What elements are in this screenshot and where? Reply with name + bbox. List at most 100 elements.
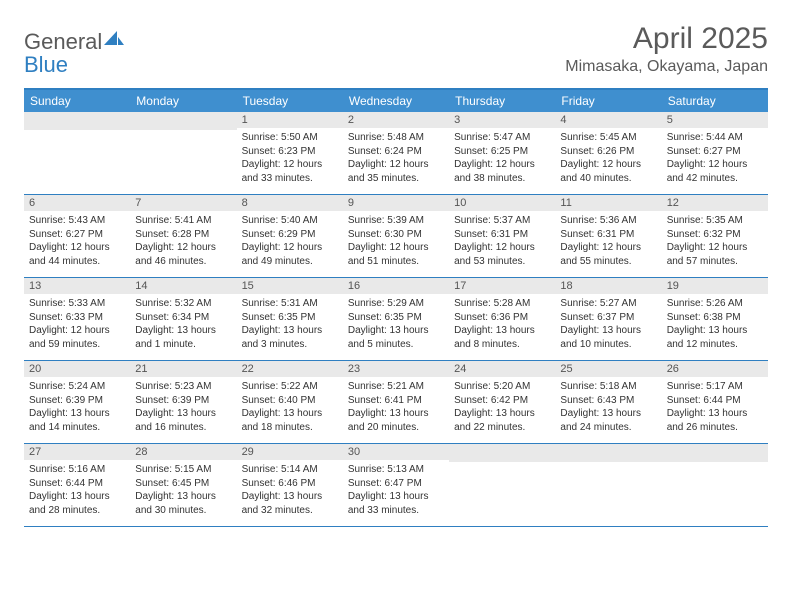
dayhead-mon: Monday <box>130 90 236 112</box>
header: General April 2025 Mimasaka, Okayama, Ja… <box>24 22 768 76</box>
day-body: Sunrise: 5:37 AMSunset: 6:31 PMDaylight:… <box>449 211 555 274</box>
day-body: Sunrise: 5:47 AMSunset: 6:25 PMDaylight:… <box>449 128 555 191</box>
day-cell: 16Sunrise: 5:29 AMSunset: 6:35 PMDayligh… <box>343 278 449 360</box>
daylight-text: Daylight: 12 hours and 57 minutes. <box>667 241 763 268</box>
day-number: 27 <box>24 444 130 460</box>
day-body: Sunrise: 5:21 AMSunset: 6:41 PMDaylight:… <box>343 377 449 440</box>
day-number: 29 <box>237 444 343 460</box>
day-cell: 14Sunrise: 5:32 AMSunset: 6:34 PMDayligh… <box>130 278 236 360</box>
sunrise-text: Sunrise: 5:35 AM <box>667 214 763 228</box>
day-body: Sunrise: 5:14 AMSunset: 6:46 PMDaylight:… <box>237 460 343 523</box>
sunset-text: Sunset: 6:25 PM <box>454 145 550 159</box>
sunset-text: Sunset: 6:31 PM <box>560 228 656 242</box>
day-number: 6 <box>24 195 130 211</box>
sunrise-text: Sunrise: 5:26 AM <box>667 297 763 311</box>
sunrise-text: Sunrise: 5:14 AM <box>242 463 338 477</box>
sunset-text: Sunset: 6:33 PM <box>29 311 125 325</box>
sunset-text: Sunset: 6:34 PM <box>135 311 231 325</box>
sunset-text: Sunset: 6:39 PM <box>29 394 125 408</box>
sunset-text: Sunset: 6:27 PM <box>29 228 125 242</box>
day-cell: 20Sunrise: 5:24 AMSunset: 6:39 PMDayligh… <box>24 361 130 443</box>
day-number: 20 <box>24 361 130 377</box>
day-number: 9 <box>343 195 449 211</box>
day-body: Sunrise: 5:29 AMSunset: 6:35 PMDaylight:… <box>343 294 449 357</box>
sunrise-text: Sunrise: 5:44 AM <box>667 131 763 145</box>
day-number: 23 <box>343 361 449 377</box>
sunset-text: Sunset: 6:39 PM <box>135 394 231 408</box>
day-body: Sunrise: 5:15 AMSunset: 6:45 PMDaylight:… <box>130 460 236 523</box>
day-number: 24 <box>449 361 555 377</box>
day-cell: 15Sunrise: 5:31 AMSunset: 6:35 PMDayligh… <box>237 278 343 360</box>
day-cell: 2Sunrise: 5:48 AMSunset: 6:24 PMDaylight… <box>343 112 449 194</box>
sunrise-text: Sunrise: 5:33 AM <box>29 297 125 311</box>
sunset-text: Sunset: 6:44 PM <box>29 477 125 491</box>
day-number: 7 <box>130 195 236 211</box>
day-number <box>555 444 661 462</box>
day-body: Sunrise: 5:35 AMSunset: 6:32 PMDaylight:… <box>662 211 768 274</box>
day-body: Sunrise: 5:45 AMSunset: 6:26 PMDaylight:… <box>555 128 661 191</box>
dayhead-sat: Saturday <box>662 90 768 112</box>
day-number <box>662 444 768 462</box>
sunset-text: Sunset: 6:28 PM <box>135 228 231 242</box>
day-body: Sunrise: 5:20 AMSunset: 6:42 PMDaylight:… <box>449 377 555 440</box>
dayhead-tue: Tuesday <box>237 90 343 112</box>
day-cell: 7Sunrise: 5:41 AMSunset: 6:28 PMDaylight… <box>130 195 236 277</box>
day-cell: 13Sunrise: 5:33 AMSunset: 6:33 PMDayligh… <box>24 278 130 360</box>
daylight-text: Daylight: 13 hours and 3 minutes. <box>242 324 338 351</box>
week-row: 6Sunrise: 5:43 AMSunset: 6:27 PMDaylight… <box>24 195 768 278</box>
sunrise-text: Sunrise: 5:29 AM <box>348 297 444 311</box>
day-body: Sunrise: 5:23 AMSunset: 6:39 PMDaylight:… <box>130 377 236 440</box>
day-cell <box>555 444 661 526</box>
day-number: 1 <box>237 112 343 128</box>
sunset-text: Sunset: 6:36 PM <box>454 311 550 325</box>
daylight-text: Daylight: 13 hours and 30 minutes. <box>135 490 231 517</box>
day-number: 10 <box>449 195 555 211</box>
day-body: Sunrise: 5:39 AMSunset: 6:30 PMDaylight:… <box>343 211 449 274</box>
daylight-text: Daylight: 13 hours and 5 minutes. <box>348 324 444 351</box>
day-number: 16 <box>343 278 449 294</box>
month-title: April 2025 <box>565 22 768 56</box>
day-body: Sunrise: 5:32 AMSunset: 6:34 PMDaylight:… <box>130 294 236 357</box>
sunset-text: Sunset: 6:24 PM <box>348 145 444 159</box>
sunset-text: Sunset: 6:40 PM <box>242 394 338 408</box>
day-cell: 6Sunrise: 5:43 AMSunset: 6:27 PMDaylight… <box>24 195 130 277</box>
daylight-text: Daylight: 13 hours and 28 minutes. <box>29 490 125 517</box>
day-number: 19 <box>662 278 768 294</box>
daylight-text: Daylight: 12 hours and 51 minutes. <box>348 241 444 268</box>
weeks-container: 1Sunrise: 5:50 AMSunset: 6:23 PMDaylight… <box>24 112 768 527</box>
sunrise-text: Sunrise: 5:21 AM <box>348 380 444 394</box>
sunrise-text: Sunrise: 5:41 AM <box>135 214 231 228</box>
day-body: Sunrise: 5:22 AMSunset: 6:40 PMDaylight:… <box>237 377 343 440</box>
daylight-text: Daylight: 13 hours and 20 minutes. <box>348 407 444 434</box>
day-cell: 18Sunrise: 5:27 AMSunset: 6:37 PMDayligh… <box>555 278 661 360</box>
daylight-text: Daylight: 12 hours and 42 minutes. <box>667 158 763 185</box>
day-number: 26 <box>662 361 768 377</box>
day-body: Sunrise: 5:41 AMSunset: 6:28 PMDaylight:… <box>130 211 236 274</box>
sunrise-text: Sunrise: 5:17 AM <box>667 380 763 394</box>
sunset-text: Sunset: 6:32 PM <box>667 228 763 242</box>
daylight-text: Daylight: 13 hours and 10 minutes. <box>560 324 656 351</box>
day-number <box>24 112 130 130</box>
day-cell: 19Sunrise: 5:26 AMSunset: 6:38 PMDayligh… <box>662 278 768 360</box>
day-cell: 24Sunrise: 5:20 AMSunset: 6:42 PMDayligh… <box>449 361 555 443</box>
day-number <box>130 112 236 130</box>
day-cell: 23Sunrise: 5:21 AMSunset: 6:41 PMDayligh… <box>343 361 449 443</box>
day-body: Sunrise: 5:44 AMSunset: 6:27 PMDaylight:… <box>662 128 768 191</box>
daylight-text: Daylight: 13 hours and 16 minutes. <box>135 407 231 434</box>
day-cell: 12Sunrise: 5:35 AMSunset: 6:32 PMDayligh… <box>662 195 768 277</box>
week-row: 1Sunrise: 5:50 AMSunset: 6:23 PMDaylight… <box>24 112 768 195</box>
daylight-text: Daylight: 12 hours and 59 minutes. <box>29 324 125 351</box>
sunset-text: Sunset: 6:45 PM <box>135 477 231 491</box>
daylight-text: Daylight: 13 hours and 14 minutes. <box>29 407 125 434</box>
sunrise-text: Sunrise: 5:15 AM <box>135 463 231 477</box>
day-number: 11 <box>555 195 661 211</box>
sunrise-text: Sunrise: 5:39 AM <box>348 214 444 228</box>
sunset-text: Sunset: 6:46 PM <box>242 477 338 491</box>
sunrise-text: Sunrise: 5:27 AM <box>560 297 656 311</box>
day-cell: 9Sunrise: 5:39 AMSunset: 6:30 PMDaylight… <box>343 195 449 277</box>
daylight-text: Daylight: 12 hours and 46 minutes. <box>135 241 231 268</box>
title-block: April 2025 Mimasaka, Okayama, Japan <box>565 22 768 76</box>
sunrise-text: Sunrise: 5:48 AM <box>348 131 444 145</box>
day-body: Sunrise: 5:40 AMSunset: 6:29 PMDaylight:… <box>237 211 343 274</box>
day-cell: 10Sunrise: 5:37 AMSunset: 6:31 PMDayligh… <box>449 195 555 277</box>
